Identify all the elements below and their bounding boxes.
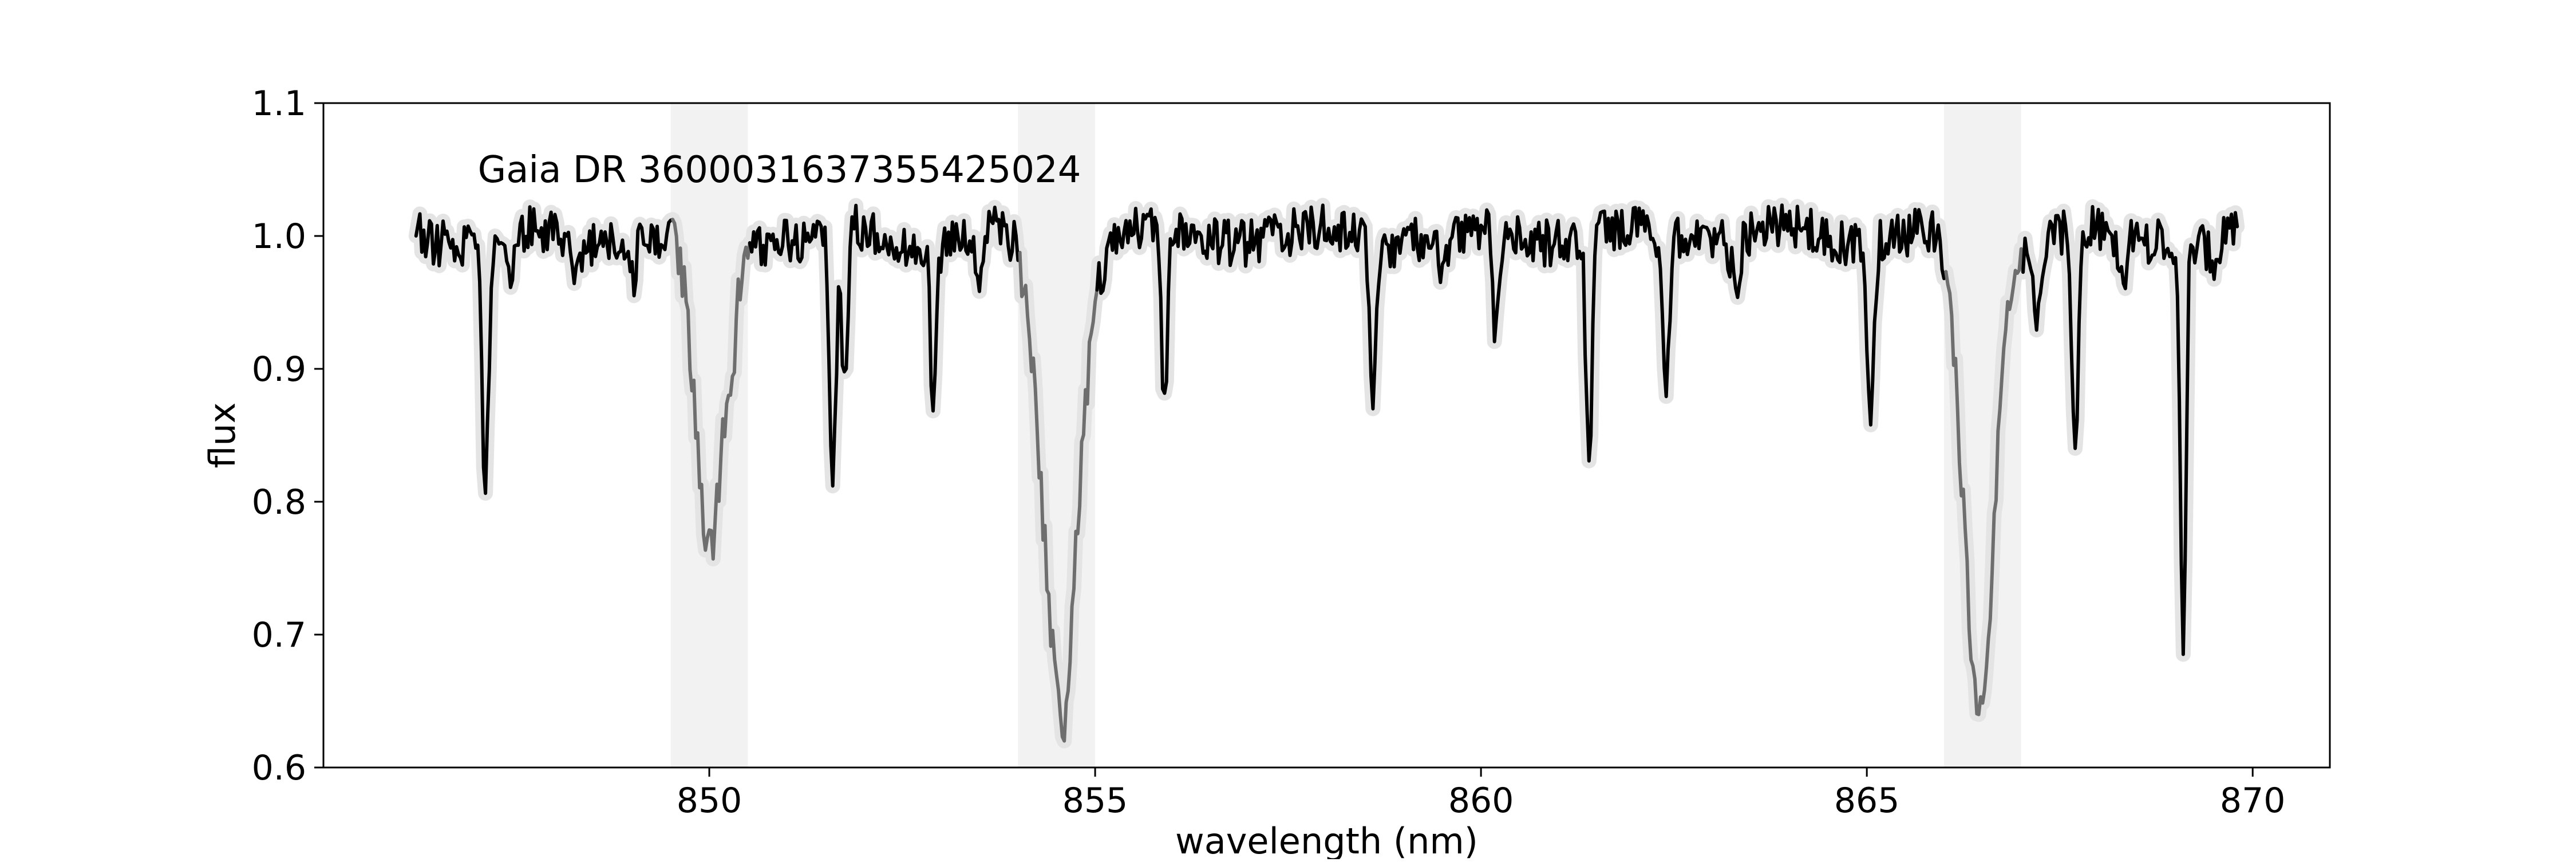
spectrum-data <box>408 198 2245 749</box>
flux-line-segment-1 <box>414 205 674 495</box>
x-tick-label-860: 860 <box>1448 781 1514 821</box>
y-tick-label-0.7: 0.7 <box>252 615 306 655</box>
star-id-annotation: Gaia DR 3600031637355425024 <box>478 149 1081 191</box>
y-tick-label-0.9: 0.9 <box>252 349 306 389</box>
y-tick-label-1.1: 1.1 <box>252 84 306 124</box>
flux-line-segment-7 <box>2021 204 2239 656</box>
flux-line-segment-4 <box>1018 251 1099 743</box>
shaded-band-1 <box>670 103 748 767</box>
x-axis-title: wavelength (nm) <box>1175 820 1478 859</box>
y-axis-title: flux <box>202 402 243 468</box>
plot-frame <box>322 102 2331 769</box>
flux-line-segment-2 <box>671 218 752 561</box>
y-tick-label-1: 1.0 <box>252 217 306 257</box>
shaded-bands <box>670 103 2021 767</box>
flux-line-segment-6 <box>1944 247 2025 717</box>
x-tick-label-850: 850 <box>677 781 742 821</box>
y-tick-label-0.8: 0.8 <box>252 482 306 522</box>
x-tick-label-865: 865 <box>1834 781 1900 821</box>
flux-line-segment-3 <box>748 203 1022 488</box>
x-tick-label-870: 870 <box>2220 781 2286 821</box>
x-tick-label-855: 855 <box>1062 781 1128 821</box>
flux-line-segment-5 <box>1095 203 1948 463</box>
y-tick-label-0.6: 0.6 <box>252 748 306 788</box>
axis-ticks: 850 855 860 865 870 0.6 0.7 0.8 0.9 1.0 1.1 <box>252 84 2286 821</box>
